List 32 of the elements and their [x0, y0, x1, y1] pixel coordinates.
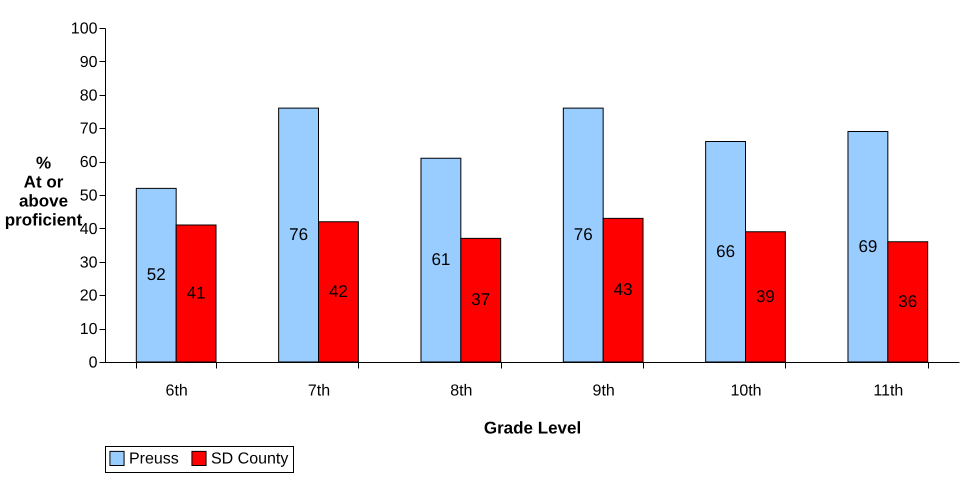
x-axis-title: Grade Level: [484, 418, 582, 438]
data-label: 43: [614, 280, 633, 300]
x-tick-label: 7th: [308, 382, 330, 400]
y-tick-label: 70: [80, 120, 98, 138]
y-tick-label: 60: [80, 154, 98, 172]
data-label: 69: [858, 236, 878, 256]
y-tick-label: 50: [80, 188, 98, 204]
y-tick-label: 30: [80, 254, 98, 272]
data-label: 66: [716, 242, 736, 261]
data-label: 52: [146, 265, 166, 284]
legend-label: SD County: [211, 450, 288, 468]
x-tick-label: 8th: [450, 382, 472, 400]
data-label: 41: [186, 284, 206, 303]
y-tick-label: 0: [88, 354, 98, 372]
legend-label: Preuss: [129, 450, 179, 468]
data-label: 36: [898, 292, 918, 311]
x-tick-label: 10th: [730, 382, 762, 400]
x-tick-label: 9th: [592, 382, 615, 400]
y-tick-label: 100: [70, 20, 98, 38]
x-tick-label: 6th: [166, 382, 188, 400]
data-label: 76: [574, 225, 593, 244]
data-label: 42: [328, 282, 348, 301]
y-tick-label: 20: [80, 288, 98, 305]
y-tick-label: 40: [80, 220, 98, 238]
data-label: 39: [756, 286, 775, 306]
x-tick-label: 11th: [873, 382, 904, 400]
y-tick-label: 10: [80, 321, 98, 338]
data-label: 61: [431, 250, 450, 270]
y-tick-label: 80: [80, 87, 98, 104]
y-tick-label: 90: [80, 54, 98, 71]
data-label: 76: [289, 225, 308, 244]
data-label: 37: [471, 290, 490, 310]
